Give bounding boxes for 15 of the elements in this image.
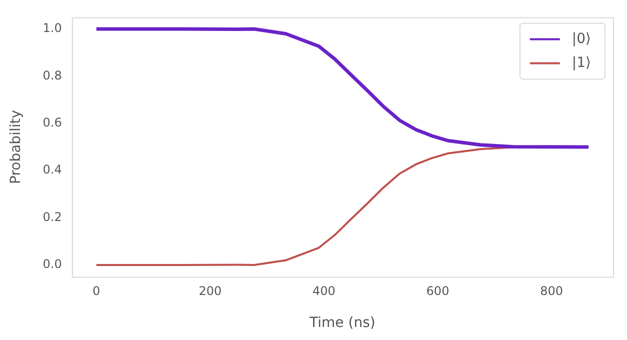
legend-label: |1⟩ bbox=[572, 54, 592, 71]
x-axis-title: Time (ns) bbox=[308, 315, 376, 332]
x-tick-label: 600 bbox=[426, 284, 450, 298]
x-tick-label: 800 bbox=[540, 284, 563, 298]
y-tick-label: 0.6 bbox=[42, 116, 62, 130]
x-tick-label: 400 bbox=[312, 284, 336, 298]
y-tick-label: 0.4 bbox=[42, 162, 62, 177]
y-tick-label: 0.2 bbox=[42, 210, 62, 224]
y-axis-title: Probability bbox=[8, 110, 24, 184]
y-tick-label: 0.8 bbox=[42, 68, 62, 82]
y-tick-label: 0.0 bbox=[42, 257, 62, 272]
y-tick-label: 1.0 bbox=[42, 21, 62, 36]
x-tick-label: 200 bbox=[198, 284, 222, 298]
legend-label: |0⟩ bbox=[572, 30, 592, 47]
x-tick-label: 0 bbox=[92, 284, 100, 298]
